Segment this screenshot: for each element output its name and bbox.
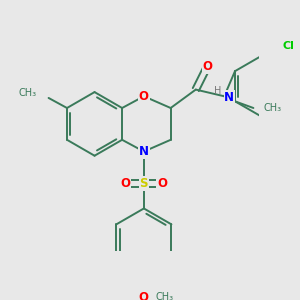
Text: O: O <box>121 177 130 190</box>
Text: CH₃: CH₃ <box>156 292 174 300</box>
Text: O: O <box>139 90 149 103</box>
Text: N: N <box>139 145 149 158</box>
Text: N: N <box>224 91 234 103</box>
Text: H: H <box>214 86 221 96</box>
Text: O: O <box>202 60 212 73</box>
Text: CH₃: CH₃ <box>263 103 282 113</box>
Text: S: S <box>140 177 148 190</box>
Text: O: O <box>157 177 167 190</box>
Text: Cl: Cl <box>283 41 295 51</box>
Text: O: O <box>139 291 149 300</box>
Text: CH₃: CH₃ <box>19 88 37 98</box>
